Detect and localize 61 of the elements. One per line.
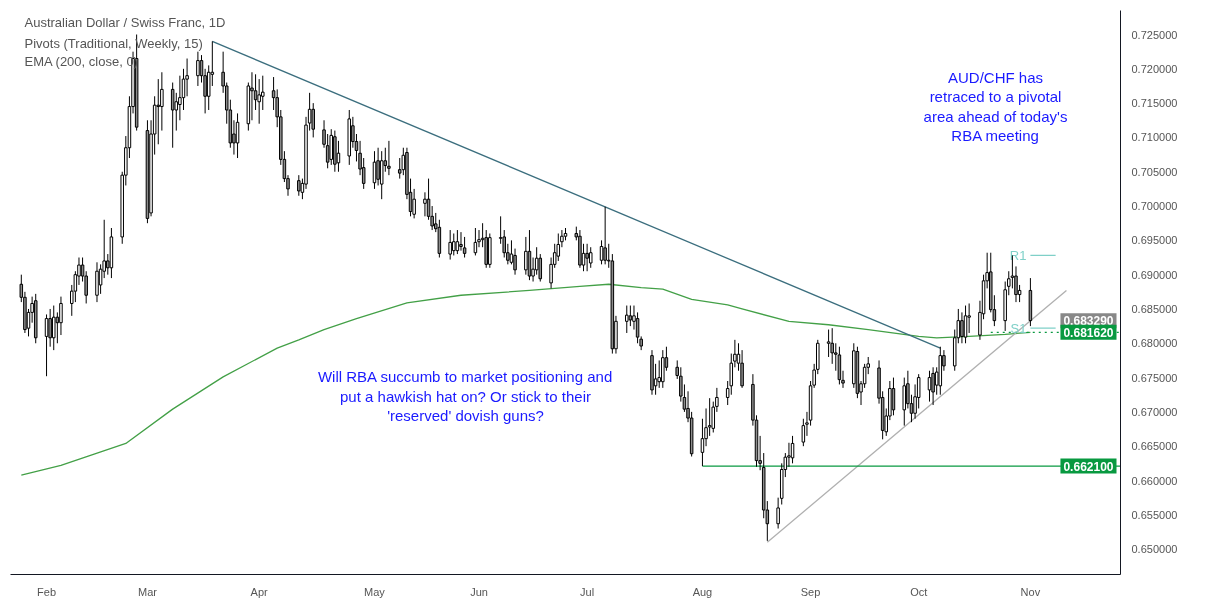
y-tick-label: 0.665000: [1131, 440, 1178, 453]
candlestick: [931, 366, 935, 406]
candlestick: [376, 147, 380, 186]
candlestick: [156, 78, 161, 145]
x-tick-label: Nov: [1020, 585, 1041, 598]
candlestick: [927, 370, 932, 403]
candlestick: [588, 246, 593, 269]
annotation: AUD/CHF has retraced to a pivotal area ahead of today's RBA meeting: [923, 68, 1068, 145]
x-tick-label: Feb: [37, 585, 57, 598]
candlestick: [963, 305, 968, 344]
candlestick: [585, 243, 589, 272]
y-tick-label: 0.660000: [1131, 474, 1178, 487]
y-tick-label: 0.700000: [1131, 200, 1178, 213]
candlestick: [170, 82, 175, 149]
candlestick: [448, 229, 452, 261]
y-tick-label: 0.675000: [1131, 371, 1178, 384]
y-tick-label: 0.695000: [1131, 234, 1178, 247]
candlestick: [524, 236, 528, 276]
x-tick-label: Sep: [800, 585, 821, 598]
series-label: R1: [1009, 247, 1027, 263]
annotation: 0.681620: [1063, 325, 1114, 340]
y-tick-label: 0.705000: [1131, 165, 1178, 178]
y-tick-label: 0.720000: [1131, 62, 1178, 75]
candlestick: [625, 305, 629, 334]
candlestick: [790, 435, 795, 464]
candlestick: [423, 191, 427, 217]
candlestick: [960, 311, 964, 344]
annotation: Will RBA succumb to market positioning and put a hawkish hat on? Or stick to their 'reserved' dovish guns?: [317, 368, 613, 425]
x-tick-label: Apr: [250, 585, 269, 598]
y-tick-label: 0.685000: [1131, 302, 1178, 315]
x-tick-label: Mar: [137, 585, 158, 598]
y-tick-label: 0.710000: [1131, 131, 1178, 144]
candlestick: [455, 229, 460, 255]
candlestick: [826, 329, 831, 358]
candlestick: [250, 71, 254, 121]
x-tick-label: Jun: [470, 585, 488, 598]
candlestick: [387, 140, 391, 176]
candlestick: [257, 78, 261, 125]
candlestick: [196, 51, 200, 87]
chart-title: Australian Dollar / Swiss Franc, 1D: [24, 14, 226, 30]
y-tick-label: 0.690000: [1131, 268, 1178, 281]
y-tick-label: 0.680000: [1131, 337, 1178, 350]
candlestick: [628, 305, 633, 327]
y-tick-label: 0.670000: [1131, 405, 1178, 418]
y-tick-label: 0.650000: [1131, 543, 1178, 556]
candlestick: [297, 174, 301, 197]
x-tick-label: May: [364, 585, 386, 598]
x-tick-label: Aug: [692, 585, 713, 598]
y-tick-label: 0.715000: [1131, 97, 1178, 110]
candlestick: [379, 150, 384, 200]
x-tick-label: Oct: [910, 585, 928, 598]
y-tick-label: 0.655000: [1131, 508, 1178, 521]
annotation: 0.662100: [1063, 459, 1114, 474]
candlestick: [473, 227, 478, 256]
series-label: S1: [1010, 320, 1027, 336]
candlestick: [967, 302, 971, 334]
candlestick: [603, 206, 607, 265]
y-tick-label: 0.725000: [1131, 28, 1178, 41]
annotation: 0.683290: [1063, 314, 1114, 329]
x-tick-label: Jul: [580, 585, 595, 598]
candlestick: [462, 236, 467, 259]
